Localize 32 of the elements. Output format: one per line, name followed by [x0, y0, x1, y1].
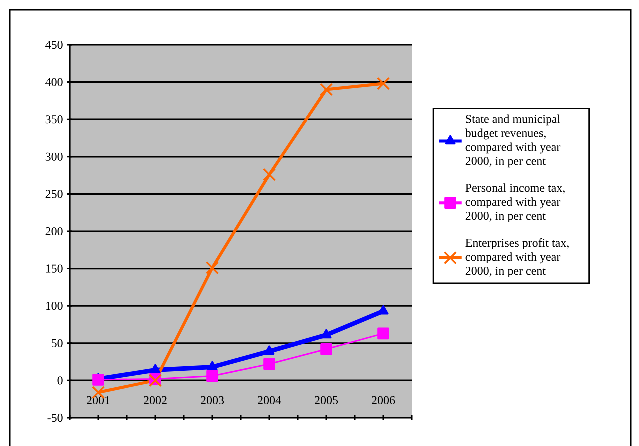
point	[378, 328, 390, 340]
y-tick-label: 300	[46, 152, 63, 161]
y-tick-label: 450	[46, 40, 63, 50]
x-tick-label: 2004	[258, 396, 282, 404]
y-tick-label: 50	[52, 339, 63, 348]
y-tick-label: -50	[48, 414, 63, 422]
point	[320, 83, 334, 96]
point	[206, 370, 218, 382]
point	[207, 361, 218, 371]
y-tick-label: 250	[46, 190, 63, 198]
point	[150, 364, 161, 374]
point	[264, 358, 276, 370]
legend-label: Personal income tax, compared with year 2000, in per cent	[466, 184, 565, 223]
y-tick-label: 150	[46, 264, 63, 273]
point	[92, 374, 104, 386]
x-tick-label: 2003	[201, 396, 224, 404]
legend-label: State and municipal budget revenues, compared with year 2000, in per cent	[465, 114, 561, 168]
x-tick-label: 2005	[315, 396, 338, 404]
point	[262, 168, 276, 182]
y-tick-label: 100	[46, 302, 63, 310]
y-tick-label: 0	[58, 376, 63, 385]
y-tick-label: 350	[46, 116, 63, 124]
x-tick-label: 2006	[372, 396, 396, 404]
point	[320, 343, 332, 356]
point	[321, 329, 332, 339]
y-tick-label: 200	[46, 227, 63, 236]
point	[376, 77, 390, 90]
legend-label: Enterprises profit tax, compared with year 2000, in per cent	[466, 238, 569, 278]
point	[206, 261, 220, 275]
point	[264, 346, 275, 355]
x-tick-label: 2002	[144, 396, 167, 404]
y-tick-label: 400	[46, 78, 63, 86]
